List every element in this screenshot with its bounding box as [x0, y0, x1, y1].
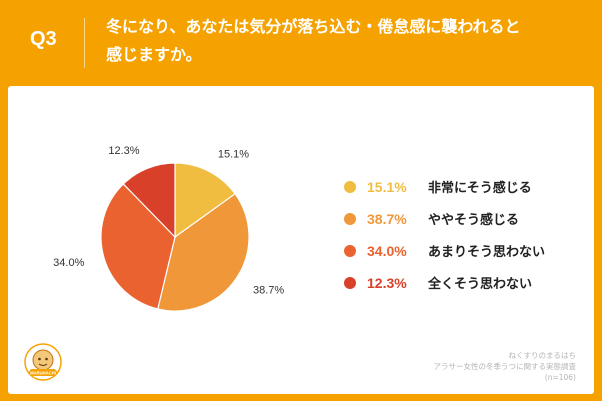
pie-slice — [122, 162, 176, 239]
source-line-1: ねくすりのまるはち — [508, 351, 577, 360]
brand-logo: MARUHACHI — [24, 343, 62, 381]
legend-label: 非常にそう感じる — [428, 180, 532, 196]
legend-value: 38.7% — [367, 211, 407, 227]
question-number: Q3 — [30, 28, 57, 50]
legend-value: 15.1% — [367, 179, 407, 195]
pie-slice — [157, 192, 250, 312]
header: Q3 冬になり、あなたは気分が落ち込む・倦怠感に襲われると 感じますか。 — [0, 0, 602, 82]
legend-marker — [344, 213, 356, 225]
question-text: 冬になり、あなたは気分が落ち込む・倦怠感に襲われると 感じますか。 — [106, 13, 586, 69]
legend-marker — [344, 181, 356, 193]
legend-marker — [344, 277, 356, 289]
header-divider — [84, 18, 85, 68]
pie-slice — [100, 183, 176, 310]
slice-label: 38.7% — [253, 284, 284, 296]
legend-label: 全くそう思わない — [427, 276, 532, 292]
legend-value: 34.0% — [367, 243, 407, 259]
pie-slice — [174, 162, 236, 239]
svg-text:MARUHACHI: MARUHACHI — [30, 371, 56, 376]
legend-value: 12.3% — [367, 275, 407, 291]
source-note: ねくすりのまるはち アラサー女性の冬季うつに関する実態調査 (n=106) — [434, 350, 577, 383]
legend-label: あまりそう思わない — [428, 245, 545, 260]
legend-label: ややそう感じる — [428, 212, 519, 228]
legend-marker — [344, 245, 356, 257]
source-line-2: アラサー女性の冬季うつに関する実態調査 — [433, 362, 577, 371]
question-line-1: 冬になり、あなたは気分が落ち込む・倦怠感に襲われると — [106, 17, 521, 36]
question-line-2: 感じますか。 — [106, 45, 202, 64]
slice-label: 12.3% — [108, 145, 139, 157]
slice-label: 15.1% — [218, 148, 249, 160]
slice-label: 34.0% — [53, 257, 84, 269]
source-line-3: (n=106) — [544, 373, 576, 382]
